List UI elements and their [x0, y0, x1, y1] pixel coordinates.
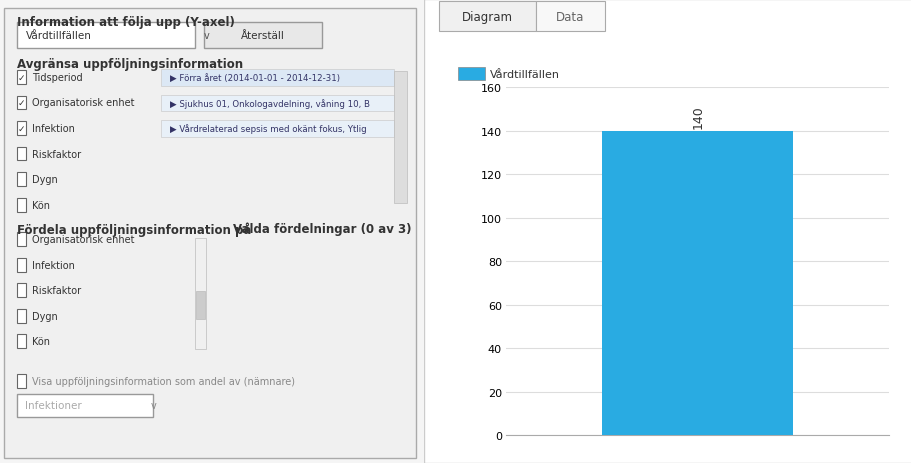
Text: Information att följa upp (Y-axel): Information att följa upp (Y-axel) — [17, 16, 234, 29]
FancyBboxPatch shape — [394, 72, 406, 204]
FancyBboxPatch shape — [17, 71, 26, 85]
Text: ✓: ✓ — [18, 124, 26, 133]
FancyBboxPatch shape — [536, 2, 604, 32]
Text: Dygn: Dygn — [32, 175, 58, 185]
Text: Infektioner: Infektioner — [26, 400, 82, 410]
Text: Fördela uppföljningsinformation på: Fördela uppföljningsinformation på — [17, 222, 251, 237]
FancyBboxPatch shape — [17, 147, 26, 161]
Text: Kön: Kön — [32, 200, 50, 210]
Text: Organisatorisk enhet: Organisatorisk enhet — [32, 235, 135, 245]
FancyBboxPatch shape — [17, 23, 195, 49]
FancyBboxPatch shape — [17, 335, 26, 349]
Text: Vårdtillfällen: Vårdtillfällen — [489, 69, 559, 80]
Text: v: v — [203, 31, 210, 41]
FancyBboxPatch shape — [161, 121, 394, 138]
Text: Diagram: Diagram — [462, 11, 513, 24]
FancyBboxPatch shape — [17, 309, 26, 323]
FancyBboxPatch shape — [17, 284, 26, 298]
FancyBboxPatch shape — [17, 374, 26, 388]
Text: ✓: ✓ — [18, 73, 26, 82]
FancyBboxPatch shape — [17, 394, 152, 417]
FancyBboxPatch shape — [17, 122, 26, 136]
Text: ▶ Vårdrelaterad sepsis med okänt fokus, Ytlig: ▶ Vårdrelaterad sepsis med okänt fokus, … — [169, 124, 366, 134]
Text: Data: Data — [556, 11, 584, 24]
FancyBboxPatch shape — [196, 292, 205, 319]
Bar — [601, 131, 793, 435]
Text: ✓: ✓ — [18, 99, 26, 108]
Text: Tidsperiod: Tidsperiod — [32, 73, 83, 83]
Text: Riskfaktor: Riskfaktor — [32, 149, 81, 159]
Text: Återställ: Återställ — [241, 31, 284, 41]
FancyBboxPatch shape — [17, 258, 26, 272]
FancyBboxPatch shape — [203, 23, 322, 49]
Text: Visa uppföljningsinformation som andel av (nämnare): Visa uppföljningsinformation som andel a… — [32, 376, 295, 386]
FancyBboxPatch shape — [457, 68, 485, 81]
Text: Infektion: Infektion — [32, 260, 75, 270]
Text: v: v — [150, 400, 156, 410]
FancyBboxPatch shape — [161, 95, 394, 112]
Text: Riskfaktor: Riskfaktor — [32, 286, 81, 296]
Text: 140: 140 — [691, 106, 703, 129]
Text: Dygn: Dygn — [32, 311, 58, 321]
Text: Infektion: Infektion — [32, 124, 75, 134]
FancyBboxPatch shape — [17, 233, 26, 247]
FancyBboxPatch shape — [195, 238, 206, 350]
FancyBboxPatch shape — [17, 96, 26, 110]
Text: ▶ Förra året (2014-01-01 - 2014-12-31): ▶ Förra året (2014-01-01 - 2014-12-31) — [169, 74, 339, 83]
FancyBboxPatch shape — [17, 173, 26, 187]
Text: Vårdtillfällen: Vårdtillfällen — [26, 31, 91, 41]
FancyBboxPatch shape — [17, 198, 26, 212]
FancyBboxPatch shape — [5, 9, 415, 458]
FancyBboxPatch shape — [161, 70, 394, 87]
FancyBboxPatch shape — [438, 2, 536, 32]
Text: Valda fördelningar (0 av 3): Valda fördelningar (0 av 3) — [233, 222, 411, 235]
Text: Kön: Kön — [32, 337, 50, 347]
Text: Organisatorisk enhet: Organisatorisk enhet — [32, 98, 135, 108]
Text: Avgränsa uppföljningsinformation: Avgränsa uppföljningsinformation — [17, 58, 243, 71]
Text: ▶ Sjukhus 01, Onkologavdelning, våning 10, B: ▶ Sjukhus 01, Onkologavdelning, våning 1… — [169, 99, 369, 109]
FancyBboxPatch shape — [424, 0, 911, 463]
